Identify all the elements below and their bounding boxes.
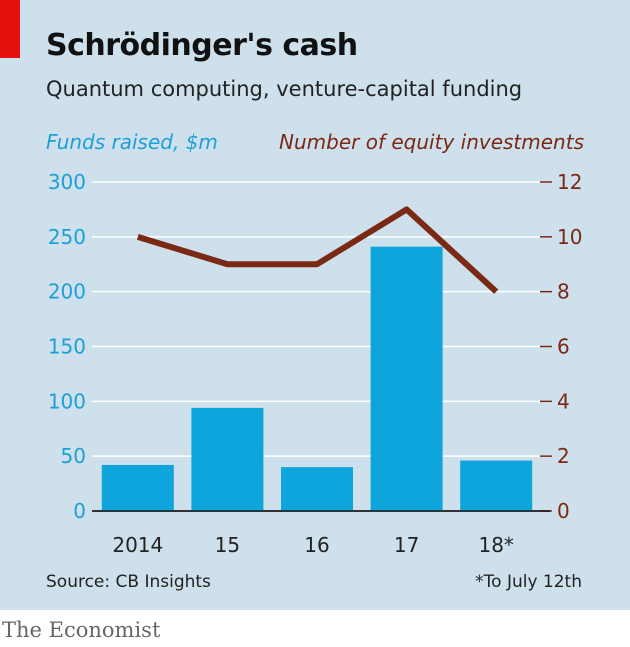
left-axis-label: Funds raised, $m xyxy=(46,130,218,154)
left-tick-label: 150 xyxy=(48,335,86,359)
red-tag-accent xyxy=(0,0,20,58)
left-tick-label: 50 xyxy=(61,444,86,468)
right-tick-label: 10 xyxy=(557,225,582,249)
bar-2014 xyxy=(101,464,174,511)
right-tick-label: 0 xyxy=(557,499,570,523)
line-equity-investments xyxy=(136,206,499,294)
left-tick-label: 100 xyxy=(48,389,86,413)
bar-series xyxy=(92,246,550,512)
bar-17 xyxy=(370,246,443,511)
left-tick-label: 200 xyxy=(48,280,86,304)
right-tick-label: 4 xyxy=(557,389,570,413)
footnote: *To July 12th xyxy=(475,572,582,592)
bar-16 xyxy=(281,467,353,511)
brand-logo-text: The Economist xyxy=(2,618,161,642)
right-tick-label: 8 xyxy=(557,280,570,304)
right-tick-label: 2 xyxy=(557,444,570,468)
bar-18* xyxy=(460,460,533,511)
x-tick-label: 15 xyxy=(215,533,240,557)
left-tick-label: 300 xyxy=(48,170,86,194)
tick-labels: 0 50 100 150 200 250 300 0 2 4 6 8 10 12 2014 15 16 17 18* xyxy=(48,170,583,557)
chart-subtitle: Quantum computing, venture-capital fundi… xyxy=(46,77,523,101)
line-series xyxy=(136,206,499,294)
source-note: Source: CB Insights xyxy=(46,572,211,592)
bar-15 xyxy=(191,407,264,511)
right-axis-label: Number of equity investments xyxy=(279,130,584,154)
x-tick-label: 2014 xyxy=(112,533,163,557)
chart-plot: 0 50 100 150 200 250 300 0 2 4 6 8 10 12 2014 15 16 17 18* xyxy=(48,170,583,557)
x-tick-label: 16 xyxy=(304,533,329,557)
right-tick-label: 12 xyxy=(557,170,582,194)
chart-title: Schrödinger's cash xyxy=(46,28,358,63)
right-tick-label: 6 xyxy=(557,335,570,359)
left-tick-label: 250 xyxy=(48,225,86,249)
x-tick-label: 17 xyxy=(394,533,419,557)
x-tick-label: 18* xyxy=(478,533,513,557)
left-tick-label: 0 xyxy=(73,499,86,523)
